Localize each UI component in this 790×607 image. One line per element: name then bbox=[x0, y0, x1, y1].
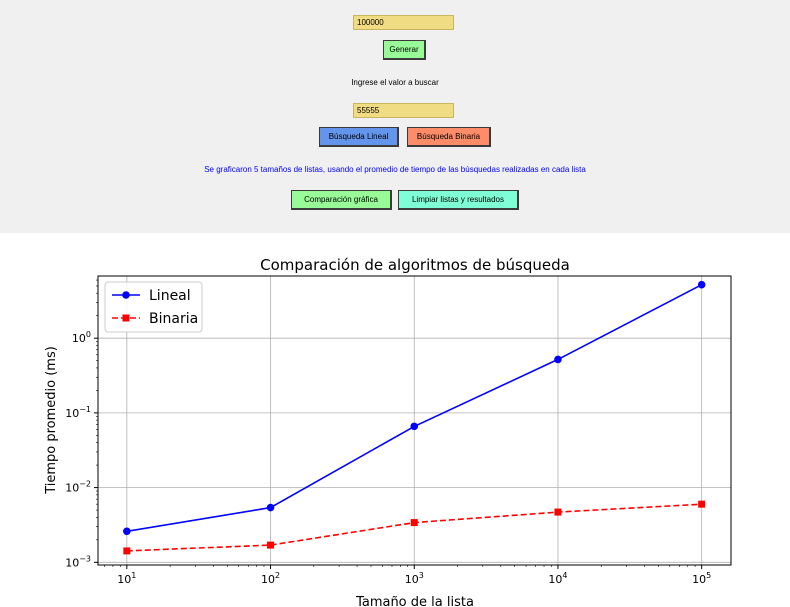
data-point-binaria bbox=[410, 519, 418, 527]
y-tick-label: 10−3 bbox=[65, 554, 91, 569]
results-info-text: Se graficaron 5 tamaños de listas, usand… bbox=[204, 165, 586, 174]
chart-area: 101 102 103 104 105 10−3 10−2 10−1 100 Comparaci… bbox=[0, 233, 790, 607]
clear-lists-button[interactable]: Limpiar listas y resultados bbox=[398, 190, 519, 210]
y-tick-label: 10−1 bbox=[65, 405, 91, 420]
linear-search-button[interactable]: Búsqueda Lineal bbox=[319, 127, 399, 147]
series-lineal bbox=[123, 280, 706, 536]
series-layer bbox=[123, 280, 706, 555]
control-panel: Generar Ingrese el valor a buscar Búsque… bbox=[0, 0, 790, 233]
x-tick-label: 101 bbox=[117, 571, 136, 586]
search-value-input[interactable] bbox=[353, 103, 454, 118]
legend-label-lineal: Lineal bbox=[149, 288, 191, 304]
data-point-binaria bbox=[554, 508, 562, 516]
search-value-label: Ingrese el valor a buscar bbox=[351, 78, 439, 87]
axis-ticks: 101 102 103 104 105 10−3 10−2 10−1 100 bbox=[65, 279, 711, 586]
y-tick-label: 100 bbox=[72, 330, 91, 345]
x-axis-title: Tamaño de la lista bbox=[355, 595, 474, 607]
generate-button[interactable]: Generar bbox=[383, 40, 426, 60]
data-point-lineal bbox=[697, 280, 706, 289]
data-point-lineal bbox=[266, 503, 275, 512]
data-point-binaria bbox=[267, 541, 275, 549]
binary-search-button[interactable]: Búsqueda Binaria bbox=[407, 127, 491, 147]
y-tick-label: 10−2 bbox=[65, 480, 91, 495]
x-tick-label: 104 bbox=[548, 571, 567, 586]
legend-marker-binaria bbox=[122, 314, 130, 322]
series-binaria bbox=[123, 500, 706, 555]
list-size-input[interactable] bbox=[353, 15, 454, 30]
x-tick-label: 103 bbox=[405, 571, 424, 586]
legend-marker-lineal bbox=[122, 291, 130, 299]
grid-lines bbox=[98, 276, 731, 565]
data-point-binaria bbox=[123, 547, 131, 555]
x-tick-label: 105 bbox=[692, 571, 711, 586]
chart-title: Comparación de algoritmos de búsqueda bbox=[260, 256, 570, 274]
y-axis-title: Tiempo promedio (ms) bbox=[44, 346, 59, 495]
legend: Lineal Binaria bbox=[104, 281, 203, 333]
data-point-lineal bbox=[554, 355, 562, 364]
search-comparison-chart: 101 102 103 104 105 10−3 10−2 10−1 100 Comparaci… bbox=[44, 256, 732, 607]
legend-label-binaria: Binaria bbox=[149, 311, 198, 327]
x-tick-label: 102 bbox=[261, 571, 280, 586]
data-point-lineal bbox=[410, 422, 419, 431]
data-point-lineal bbox=[123, 527, 131, 536]
data-point-binaria bbox=[698, 500, 706, 508]
compare-chart-button[interactable]: Comparación gráfica bbox=[291, 190, 392, 210]
